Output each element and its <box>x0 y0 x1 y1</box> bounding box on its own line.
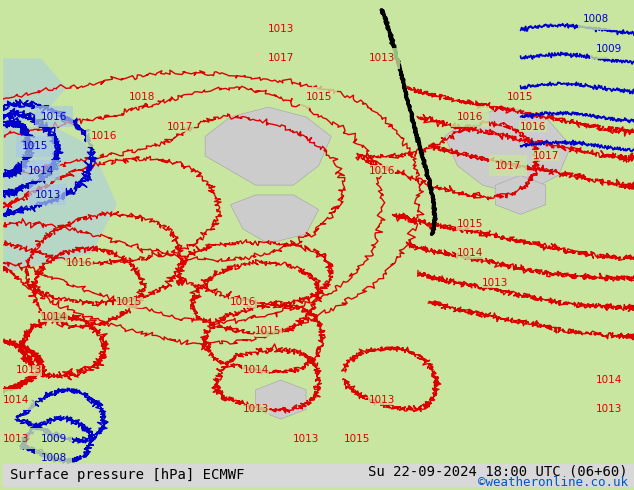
Text: 1014: 1014 <box>28 166 55 175</box>
Text: 1013: 1013 <box>34 190 61 200</box>
Text: 1017: 1017 <box>495 161 521 171</box>
Text: 1013: 1013 <box>293 434 320 443</box>
Text: 1014: 1014 <box>242 366 269 375</box>
Text: 1013: 1013 <box>268 24 294 34</box>
Text: 1018: 1018 <box>129 93 155 102</box>
Text: 1017: 1017 <box>533 151 559 161</box>
Text: 1014: 1014 <box>457 248 483 258</box>
Text: 1013: 1013 <box>482 278 508 288</box>
Text: Surface pressure [hPa] ECMWF: Surface pressure [hPa] ECMWF <box>10 468 244 482</box>
Bar <box>3 464 634 487</box>
Polygon shape <box>3 127 117 273</box>
Polygon shape <box>445 107 571 195</box>
Text: 1014: 1014 <box>41 312 67 322</box>
Text: 1013: 1013 <box>15 366 42 375</box>
Text: 1013: 1013 <box>595 404 622 415</box>
Polygon shape <box>495 175 546 215</box>
Text: 1013: 1013 <box>3 434 29 443</box>
Text: 1015: 1015 <box>255 326 281 336</box>
Text: 1016: 1016 <box>230 297 256 307</box>
Text: 1016: 1016 <box>41 112 67 122</box>
Polygon shape <box>3 58 67 127</box>
Text: 1014: 1014 <box>595 375 622 385</box>
Text: 1016: 1016 <box>368 166 395 175</box>
Text: 1017: 1017 <box>167 122 193 132</box>
Text: 1008: 1008 <box>41 453 67 463</box>
Text: 1015: 1015 <box>344 434 370 443</box>
Text: 1016: 1016 <box>520 122 547 132</box>
Text: 1015: 1015 <box>306 93 332 102</box>
Polygon shape <box>256 380 306 419</box>
Text: 1015: 1015 <box>457 219 483 229</box>
Text: 1008: 1008 <box>583 15 609 24</box>
Text: 1009: 1009 <box>41 434 67 443</box>
Text: 1013: 1013 <box>368 53 395 64</box>
Text: 1013: 1013 <box>368 394 395 405</box>
Polygon shape <box>230 195 319 244</box>
Text: 1009: 1009 <box>596 44 622 54</box>
Text: 1014: 1014 <box>3 394 29 405</box>
Text: 1015: 1015 <box>22 141 48 151</box>
Text: 1017: 1017 <box>268 53 294 64</box>
Text: 1015: 1015 <box>116 297 143 307</box>
Text: 1016: 1016 <box>66 258 92 268</box>
Text: 1016: 1016 <box>91 131 117 142</box>
Text: 1015: 1015 <box>507 93 534 102</box>
Text: 1013: 1013 <box>242 404 269 415</box>
Polygon shape <box>205 107 332 185</box>
Text: ©weatheronline.co.uk: ©weatheronline.co.uk <box>477 476 628 489</box>
Text: Su 22-09-2024 18:00 UTC (06+60): Su 22-09-2024 18:00 UTC (06+60) <box>368 464 628 478</box>
Text: 1016: 1016 <box>457 112 483 122</box>
